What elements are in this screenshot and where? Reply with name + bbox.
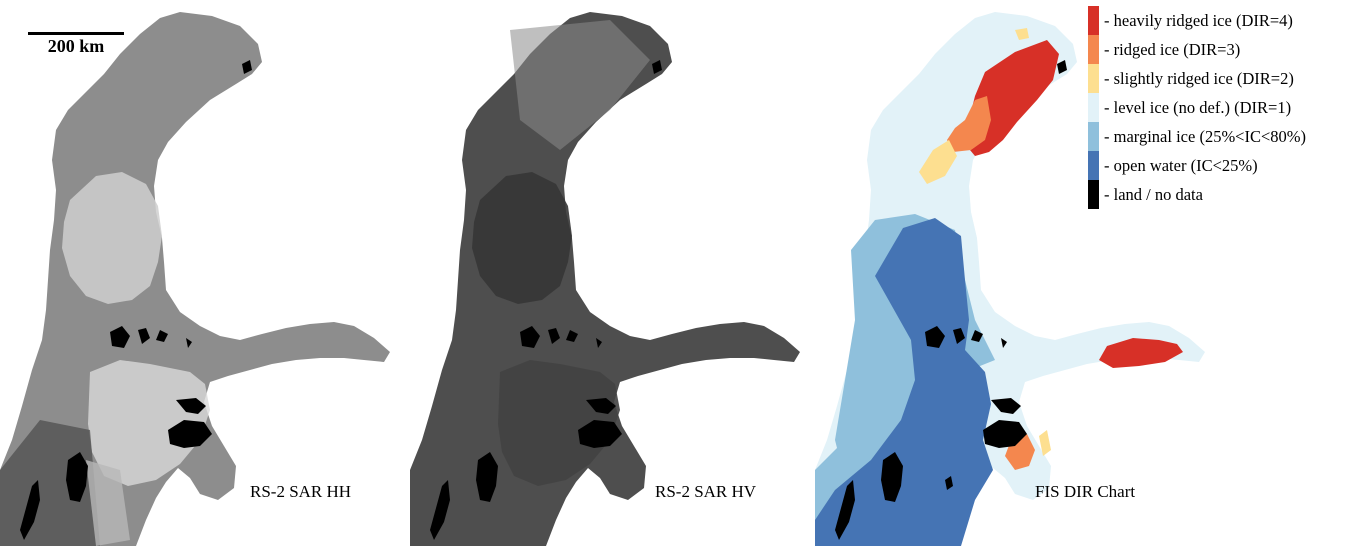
legend-item-marginal-ice: - marginal ice (25%<IC<80%) <box>1088 122 1306 151</box>
sar-hv-panel: RS-2 SAR HV <box>410 0 820 546</box>
legend-label: - marginal ice (25%<IC<80%) <box>1104 126 1307 146</box>
scale-bar-line <box>28 32 124 35</box>
legend-swatch <box>1088 180 1099 209</box>
legend-item-level-ice: - level ice (no def.) (DIR=1) <box>1088 93 1306 122</box>
legend-item-open-water: - open water (IC<25%) <box>1088 151 1306 180</box>
panel-label-dir: FIS DIR Chart <box>1035 482 1136 501</box>
scale-bar: 200 km <box>28 32 124 57</box>
map-legend: - heavily ridged ice (DIR=4) - ridged ic… <box>1088 6 1306 209</box>
legend-label: - heavily ridged ice (DIR=4) <box>1104 10 1293 30</box>
legend-swatch <box>1088 122 1099 151</box>
legend-swatch <box>1088 6 1099 35</box>
legend-swatch <box>1088 93 1099 122</box>
legend-item-heavily-ridged: - heavily ridged ice (DIR=4) <box>1088 6 1306 35</box>
dir-chart-map <box>815 12 1205 546</box>
legend-swatch <box>1088 35 1099 64</box>
legend-swatch <box>1088 151 1099 180</box>
legend-item-slightly-ridged: - slightly ridged ice (DIR=2) <box>1088 64 1306 93</box>
legend-label: - land / no data <box>1104 184 1203 204</box>
panel-label-hv: RS-2 SAR HV <box>655 482 757 501</box>
dir-chart-panel: FIS DIR Chart <box>815 0 1225 546</box>
sar-hh-map <box>0 12 390 546</box>
legend-swatch <box>1088 64 1099 93</box>
scale-bar-label: 200 km <box>47 36 105 56</box>
legend-item-land: - land / no data <box>1088 180 1306 209</box>
legend-label: - level ice (no def.) (DIR=1) <box>1104 97 1292 117</box>
panel-label-hh: RS-2 SAR HH <box>250 482 352 501</box>
sar-hv-map <box>410 12 800 546</box>
legend-label: - open water (IC<25%) <box>1104 155 1258 175</box>
sar-hh-panel: 200 km RS-2 SAR HH <box>0 0 410 546</box>
legend-item-ridged: - ridged ice (DIR=3) <box>1088 35 1306 64</box>
legend-label: - ridged ice (DIR=3) <box>1104 39 1241 59</box>
legend-label: - slightly ridged ice (DIR=2) <box>1104 68 1294 88</box>
